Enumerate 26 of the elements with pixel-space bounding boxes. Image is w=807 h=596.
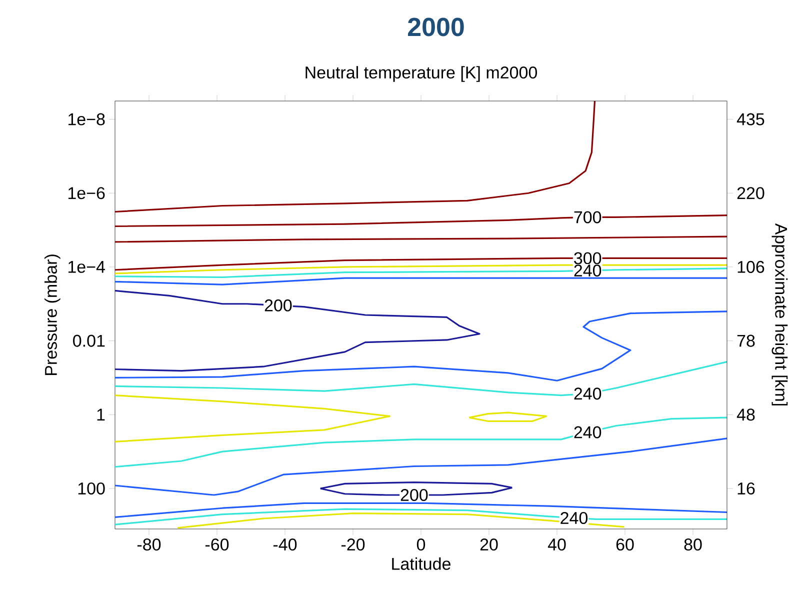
y-tick-label: 1e−6	[68, 187, 105, 200]
x-tick-label: -40	[273, 538, 297, 551]
y-tick-label: 100	[78, 482, 105, 495]
x-tick-label: 60	[616, 538, 634, 551]
category-label: 220	[737, 187, 764, 200]
y-tick-label: 1e−4	[68, 261, 105, 273]
x-tick-label: -60	[205, 538, 229, 551]
y-tick-label: 1	[97, 408, 105, 420]
category-label: 106	[738, 260, 764, 273]
category-label: 16	[738, 482, 755, 495]
chart-subtitle: Neutral temperature [K] m2000	[306, 66, 538, 82]
category-label: 78	[737, 334, 755, 347]
x-tick-label: 40	[548, 538, 566, 551]
chart-title: 2000	[408, 18, 464, 36]
x-tick-label: 20	[480, 538, 498, 551]
y-axis-title: Pressure (mbar)	[44, 254, 60, 375]
x-tick-label: 0	[416, 538, 426, 551]
x-tick-label: -80	[137, 538, 161, 551]
category-label: 435	[736, 113, 764, 126]
y2-axis-title: Approximate height [km]	[772, 223, 788, 406]
x-tick-label: -20	[341, 538, 365, 551]
y-tick-label: 0.01	[73, 334, 105, 347]
x-axis-title: Latitude	[392, 557, 450, 570]
y-tick-label: 1e−8	[68, 113, 105, 126]
category-label: 48	[736, 408, 755, 421]
x-tick-label: 80	[684, 538, 702, 551]
